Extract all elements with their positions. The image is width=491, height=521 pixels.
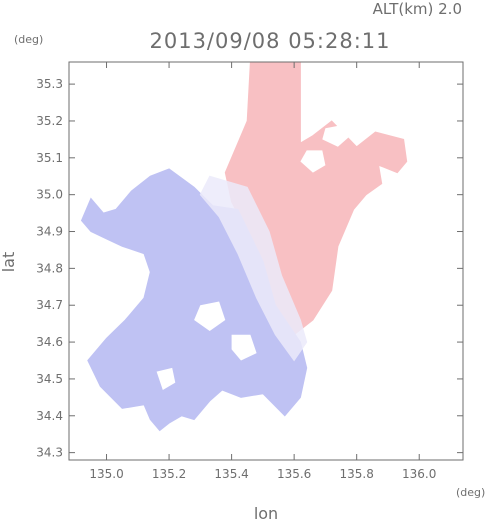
x-axis: 135.0 135.2 135.4 135.6 135.8 136.0 <box>89 62 436 481</box>
y-tick-label: 34.6 <box>36 335 63 349</box>
data-gap <box>322 124 351 147</box>
x-tick-label: 135.8 <box>340 467 374 481</box>
plot-frame <box>68 61 464 461</box>
y-axis-label: lat <box>0 252 18 273</box>
y-axis: 34.3 34.4 34.5 34.6 34.7 34.8 34.9 35.0 35.1 35.2… <box>36 77 463 460</box>
y-tick-label: 34.3 <box>36 446 63 460</box>
y-tick-label: 34.4 <box>36 409 63 423</box>
y-tick-label: 35.0 <box>36 188 63 202</box>
y-tick-label: 35.3 <box>36 77 63 91</box>
x-tick-label: 135.2 <box>152 467 186 481</box>
y-tick-label: 34.5 <box>36 372 63 386</box>
y-tick-label: 35.2 <box>36 114 63 128</box>
x-axis-unit: (deg) <box>456 486 485 499</box>
chart-subtitle: ALT(km) 2.0 <box>373 0 462 18</box>
y-tick-label: 34.8 <box>36 261 63 275</box>
x-tick-label: 135.6 <box>277 467 311 481</box>
data-gap <box>300 150 326 173</box>
data-regions <box>80 61 408 432</box>
x-axis-label: lon <box>254 504 278 521</box>
data-gap <box>231 334 257 361</box>
y-tick-label: 34.9 <box>36 225 63 239</box>
x-tick-label: 135.4 <box>214 467 248 481</box>
x-tick-label: 136.0 <box>402 467 436 481</box>
region-neutral-band <box>199 175 308 362</box>
y-tick-label: 35.1 <box>36 151 63 165</box>
chart-title: 2013/09/08 05:28:11 <box>149 29 390 53</box>
y-axis-unit: (deg) <box>14 33 43 46</box>
x-tick-label: 135.0 <box>89 467 123 481</box>
data-gap <box>194 301 226 331</box>
region-approaching <box>80 168 308 432</box>
data-gap <box>156 367 176 390</box>
data-gaps <box>156 124 357 390</box>
data-gap <box>334 272 357 295</box>
y-tick-label: 34.7 <box>36 298 63 312</box>
